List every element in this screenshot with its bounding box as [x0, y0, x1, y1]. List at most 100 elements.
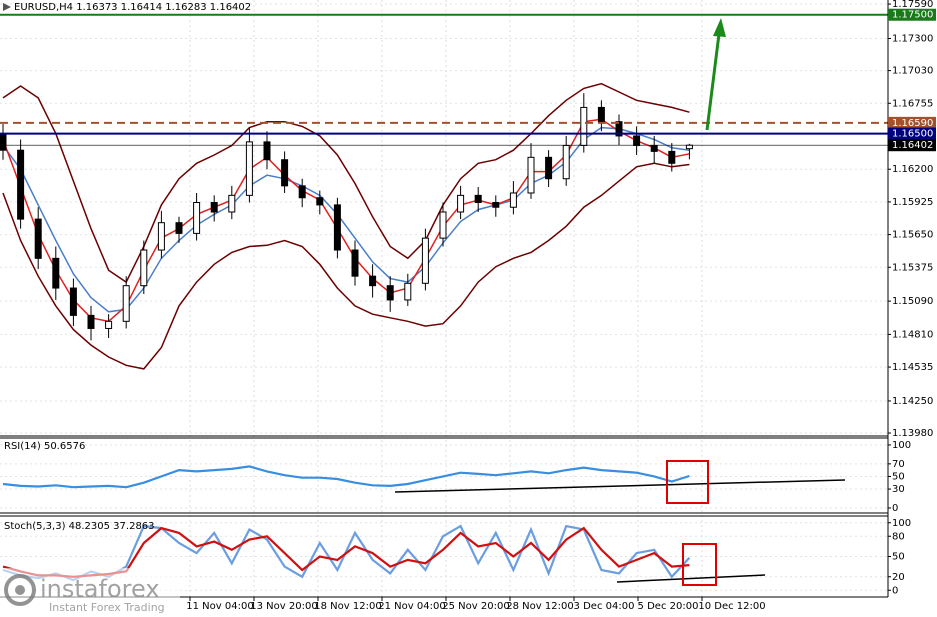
logo-icon	[4, 574, 36, 606]
candle-body	[439, 211, 447, 239]
candle-body	[386, 285, 394, 301]
candle-body	[228, 194, 236, 213]
y-tick-label: 1.17030	[892, 66, 933, 77]
y-tick-label: 1.16200	[892, 164, 933, 175]
series-line	[2, 465, 690, 489]
x-tick-label: 21 Nov 04:00	[378, 601, 445, 612]
y-tick-label: 30	[892, 484, 905, 495]
candle-body	[685, 144, 693, 150]
candle-body	[210, 201, 218, 213]
candle-body	[492, 201, 500, 208]
level-label: 1.17500	[892, 10, 933, 21]
highlight-box	[682, 543, 717, 586]
candle-body	[633, 135, 641, 146]
y-tick-label: 1.14535	[892, 362, 933, 373]
candle-body	[0, 133, 7, 151]
trend-line	[394, 479, 846, 493]
candle-body	[650, 144, 658, 152]
y-tick-label: 1.15650	[892, 230, 933, 241]
y-tick-label: 1.17300	[892, 34, 933, 45]
candle-body	[87, 314, 95, 329]
logo: instaforex Instant Forex Trading	[0, 568, 180, 617]
candle-body	[193, 201, 201, 234]
candle-body	[333, 204, 341, 251]
logo-name: instaforex	[40, 575, 160, 603]
candle-body	[281, 159, 289, 187]
y-tick-label: 1.14810	[892, 329, 933, 340]
title-icon	[3, 3, 11, 11]
plot	[0, 13, 888, 582]
y-tick-label: 1.16755	[892, 98, 933, 109]
panel-title: Stoch(5,3,3) 48.2305 37.2863	[4, 521, 155, 532]
candle-body	[122, 285, 130, 322]
candle-body	[545, 156, 553, 180]
candle-body	[69, 287, 77, 316]
arrow-head	[713, 18, 726, 37]
y-tick-label: 1.14250	[892, 396, 933, 407]
candle-body	[175, 222, 183, 234]
level-label-box	[888, 127, 936, 140]
x-tick-label: 5 Dec 20:00	[638, 601, 699, 612]
candle-body	[404, 282, 412, 301]
candle-body	[52, 257, 60, 289]
y-tick-label: 80	[892, 531, 905, 542]
level-label: 1.16590	[892, 118, 933, 129]
candle-body	[298, 185, 306, 199]
x-tick-label: 25 Nov 20:00	[442, 601, 509, 612]
y-tick-label: 1.13980	[892, 428, 933, 439]
candle-body	[105, 320, 113, 329]
x-tick-label: 18 Nov 12:00	[314, 601, 381, 612]
series-line	[2, 118, 690, 323]
candle-body	[527, 156, 535, 194]
y-tick-label: 70	[892, 459, 905, 470]
level-label-box	[888, 139, 936, 152]
candle-body	[140, 249, 148, 287]
candle-body	[245, 141, 253, 196]
candle-body	[316, 197, 324, 206]
candle-body	[157, 222, 165, 251]
candle-body	[369, 275, 377, 287]
level-label: 1.16402	[892, 140, 933, 151]
candle-body	[615, 121, 623, 137]
candle-body	[509, 192, 517, 208]
candle-body	[351, 249, 359, 277]
panel-title: RSI(14) 50.6576	[4, 441, 85, 452]
x-tick-label: 11 Nov 04:00	[186, 601, 253, 612]
candle-body	[34, 218, 42, 259]
y-tick-label: 0	[892, 503, 898, 514]
y-tick-label: 1.17590	[892, 0, 933, 10]
series-line	[2, 126, 690, 313]
y-tick-label: 1.15090	[892, 296, 933, 307]
y-tick-label: 1.15375	[892, 262, 933, 273]
x-tick-label: 13 Nov 20:00	[250, 601, 317, 612]
y-tick-label: 50	[892, 552, 905, 563]
highlight-box	[666, 460, 709, 504]
logo-icon	[15, 585, 25, 595]
logo-tagline: Instant Forex Trading	[49, 601, 165, 614]
x-tick-label: 10 Dec 12:00	[698, 601, 765, 612]
candle-body	[263, 141, 271, 161]
candle-body	[474, 194, 482, 203]
candle-body	[17, 149, 25, 220]
series-line	[2, 162, 690, 370]
candle-body	[580, 106, 588, 146]
y-tick-label: 20	[892, 572, 905, 583]
y-tick-label: 1.15925	[892, 197, 933, 208]
x-tick-label: 28 Nov 12:00	[506, 601, 573, 612]
y-tick-label: 0	[892, 585, 898, 596]
trend-line	[616, 574, 766, 583]
candle-body	[421, 237, 429, 284]
level-label: 1.16500	[892, 129, 933, 140]
logo-backdrop	[0, 568, 180, 617]
candle-body	[597, 106, 605, 123]
candle-body	[562, 144, 570, 180]
arrow	[705, 33, 721, 131]
level-label-box	[888, 116, 936, 129]
x-tick-label: 3 Dec 04:00	[574, 601, 635, 612]
chart-title: EURUSD,H4 1.16373 1.16414 1.16283 1.1640…	[14, 2, 251, 13]
candle-body	[668, 150, 676, 164]
y-tick-label: 50	[892, 471, 905, 482]
y-tick-label: 100	[892, 518, 911, 529]
candle-body	[457, 194, 465, 213]
